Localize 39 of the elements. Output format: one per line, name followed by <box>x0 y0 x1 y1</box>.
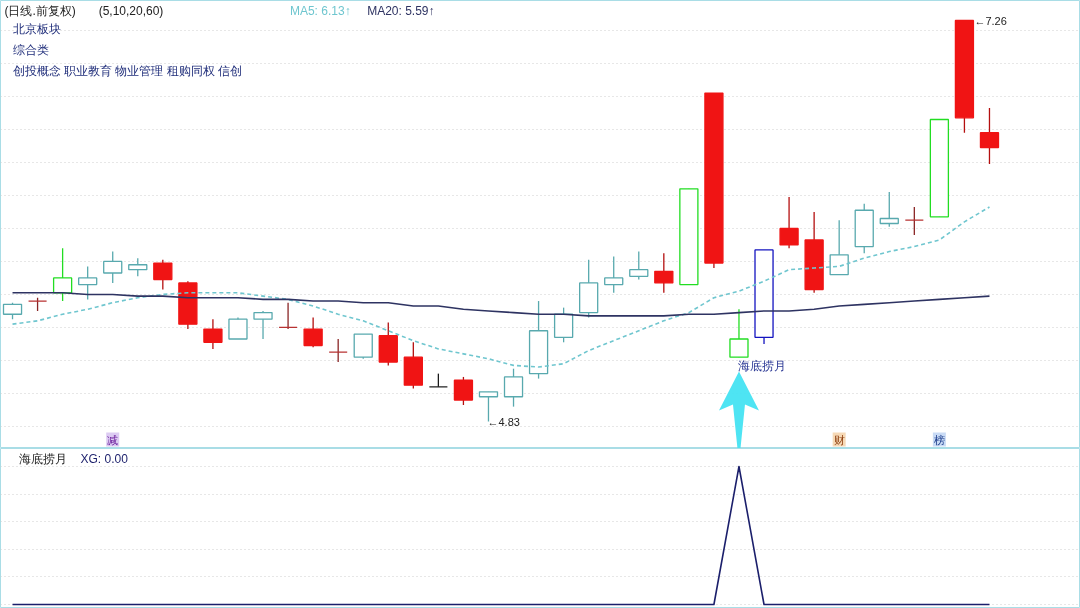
candlestick <box>253 310 273 340</box>
chart-title: (日线.前复权) <box>4 3 76 18</box>
annotation: 创投概念 职业教育 物业管理 租购同权 信创 <box>12 63 242 78</box>
candlestick <box>629 250 649 281</box>
annotation: 综合类 <box>12 42 49 57</box>
chart-title: 海底捞月 <box>18 451 67 466</box>
candlestick <box>779 196 799 249</box>
candlestick <box>153 259 173 291</box>
candlestick <box>453 376 474 406</box>
candlestick <box>278 302 298 330</box>
candlestick <box>654 252 674 294</box>
text: MA20: 5.59↑ <box>367 3 435 18</box>
candlestick <box>604 255 624 294</box>
candlestick <box>729 308 749 358</box>
text: XG: 0.00 <box>80 451 129 466</box>
candlestick <box>52 247 73 302</box>
annotation: ←4.83 <box>487 415 520 428</box>
candlestick <box>553 306 574 343</box>
candlestick <box>353 333 373 360</box>
text: 财 <box>833 433 845 446</box>
candlestick <box>228 316 248 340</box>
annotation: 海底捞月 <box>737 358 786 373</box>
candlestick <box>904 206 924 236</box>
candlestick <box>303 316 323 348</box>
candlestick <box>979 107 1000 165</box>
text: 减 <box>107 433 119 446</box>
candlestick <box>829 219 849 276</box>
candlestick <box>103 250 123 284</box>
chart-subtitle: (5,10,20,60) <box>98 3 164 18</box>
candlestick <box>78 265 98 301</box>
candlestick <box>328 338 348 363</box>
text: 榜 <box>933 433 945 446</box>
candlestick <box>503 368 524 408</box>
annotation: ←7.26 <box>974 14 1007 27</box>
annotation: 北京板块 <box>12 21 61 36</box>
candlestick <box>879 191 899 228</box>
candlestick <box>128 257 148 277</box>
text: MA5: 6.13↑ <box>289 3 351 18</box>
candlestick <box>203 318 223 350</box>
